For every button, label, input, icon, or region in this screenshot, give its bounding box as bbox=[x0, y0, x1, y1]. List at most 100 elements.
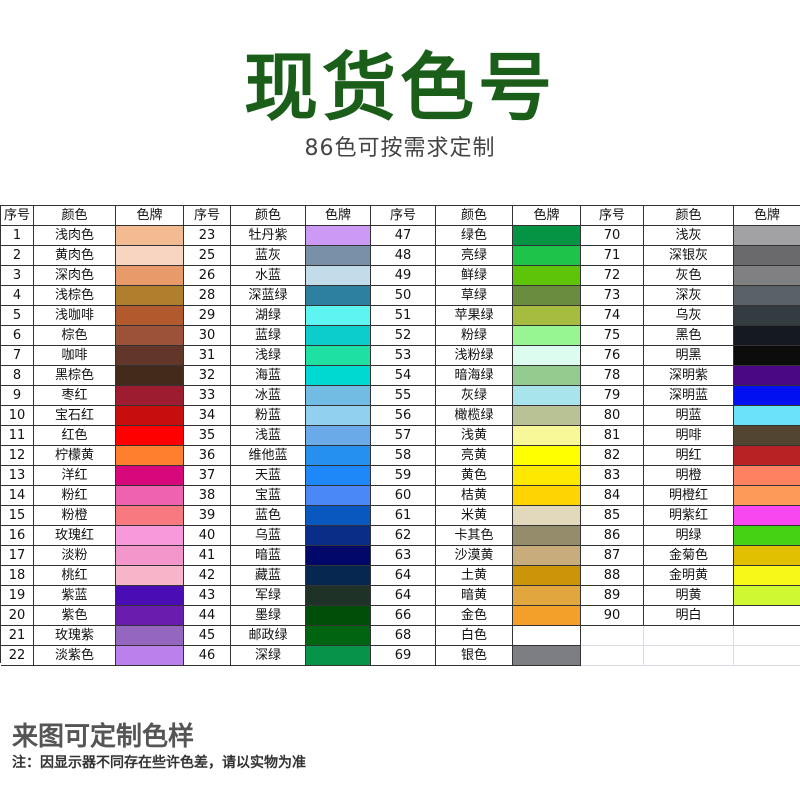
color-name: 深明蓝 bbox=[644, 386, 734, 406]
color-swatch bbox=[306, 566, 371, 586]
color-swatch bbox=[734, 486, 800, 506]
seq-number: 89 bbox=[581, 586, 644, 606]
seq-number: 51 bbox=[371, 306, 436, 326]
color-swatch bbox=[116, 526, 184, 546]
seq-number: 15 bbox=[1, 506, 34, 526]
seq-number: 83 bbox=[581, 466, 644, 486]
seq-number: 13 bbox=[1, 466, 34, 486]
color-swatch bbox=[513, 506, 581, 526]
page-subtitle: 86色可按需求定制 bbox=[304, 136, 496, 161]
swatch-header: 色牌 bbox=[513, 206, 581, 226]
color-name: 明蓝 bbox=[644, 406, 734, 426]
color-name: 金菊色 bbox=[644, 546, 734, 566]
color-swatch bbox=[734, 326, 800, 346]
seq-number: 86 bbox=[581, 526, 644, 546]
color-swatch bbox=[734, 546, 800, 566]
color-swatch bbox=[116, 406, 184, 426]
color-name: 咖啡 bbox=[34, 346, 116, 366]
seq-number: 7 bbox=[1, 346, 34, 366]
color-swatch bbox=[734, 366, 800, 386]
color-name: 冰蓝 bbox=[231, 386, 306, 406]
color-name: 灰色 bbox=[644, 266, 734, 286]
color-swatch bbox=[734, 406, 800, 426]
seq-number: 23 bbox=[184, 226, 231, 246]
color-swatch bbox=[734, 246, 800, 266]
name-header: 颜色 bbox=[436, 206, 513, 226]
seq-number: 38 bbox=[184, 486, 231, 506]
color-name: 浅绿 bbox=[231, 346, 306, 366]
color-name: 苹果绿 bbox=[436, 306, 513, 326]
color-swatch bbox=[734, 606, 800, 626]
color-name: 明绿 bbox=[644, 526, 734, 546]
color-swatch bbox=[116, 426, 184, 446]
seq-number: 69 bbox=[371, 646, 436, 666]
color-name: 玫瑰紫 bbox=[34, 626, 116, 646]
color-name: 米黄 bbox=[436, 506, 513, 526]
seq-number: 68 bbox=[371, 626, 436, 646]
seq-number: 25 bbox=[184, 246, 231, 266]
color-table: 序号 颜色 色牌 1 浅肉色 2 黄肉色 3 深肉色 4 浅棕色 5 浅咖啡 6 棕色 7 咖啡 8 黑棕色 9 枣红 1… bbox=[0, 205, 800, 666]
color-swatch bbox=[116, 466, 184, 486]
seq-number: 56 bbox=[371, 406, 436, 426]
seq-number: 19 bbox=[1, 586, 34, 606]
color-swatch bbox=[513, 526, 581, 546]
seq-number: 85 bbox=[581, 506, 644, 526]
color-name: 明橙 bbox=[644, 466, 734, 486]
seq-number: 75 bbox=[581, 326, 644, 346]
empty-cell bbox=[581, 626, 644, 646]
color-name: 粉橙 bbox=[34, 506, 116, 526]
seq-number: 29 bbox=[184, 306, 231, 326]
color-swatch bbox=[116, 246, 184, 266]
seq-number: 43 bbox=[184, 586, 231, 606]
page-title: 现货色号 bbox=[244, 45, 556, 131]
seq-number: 4 bbox=[1, 286, 34, 306]
seq-number: 21 bbox=[1, 626, 34, 646]
color-swatch bbox=[306, 266, 371, 286]
color-name: 明橙红 bbox=[644, 486, 734, 506]
color-swatch bbox=[306, 506, 371, 526]
color-swatch bbox=[116, 646, 184, 666]
color-name: 浅黄 bbox=[436, 426, 513, 446]
color-name: 黄色 bbox=[436, 466, 513, 486]
color-name: 棕色 bbox=[34, 326, 116, 346]
color-name: 宝蓝 bbox=[231, 486, 306, 506]
color-name: 维他蓝 bbox=[231, 446, 306, 466]
color-swatch bbox=[306, 346, 371, 366]
color-swatch bbox=[116, 386, 184, 406]
seq-number: 79 bbox=[581, 386, 644, 406]
color-swatch bbox=[734, 586, 800, 606]
seq-number: 64 bbox=[371, 586, 436, 606]
seq-number: 2 bbox=[1, 246, 34, 266]
color-name: 淡粉 bbox=[34, 546, 116, 566]
color-name: 明白 bbox=[644, 606, 734, 626]
color-swatch bbox=[734, 426, 800, 446]
seq-number: 9 bbox=[1, 386, 34, 406]
color-swatch bbox=[306, 586, 371, 606]
seq-number: 74 bbox=[581, 306, 644, 326]
color-swatch bbox=[306, 606, 371, 626]
color-name: 墨绿 bbox=[231, 606, 306, 626]
seq-number: 28 bbox=[184, 286, 231, 306]
color-swatch bbox=[513, 386, 581, 406]
color-swatch bbox=[513, 366, 581, 386]
color-swatch bbox=[734, 506, 800, 526]
seq-header: 序号 bbox=[581, 206, 644, 226]
color-name: 暗海绿 bbox=[436, 366, 513, 386]
color-name: 白色 bbox=[436, 626, 513, 646]
color-swatch bbox=[513, 426, 581, 446]
color-swatch bbox=[513, 226, 581, 246]
swatch-header: 色牌 bbox=[116, 206, 184, 226]
color-name: 橄榄绿 bbox=[436, 406, 513, 426]
seq-number: 40 bbox=[184, 526, 231, 546]
name-header: 颜色 bbox=[231, 206, 306, 226]
empty-cell bbox=[734, 646, 800, 666]
empty-cell bbox=[581, 646, 644, 666]
color-swatch bbox=[306, 406, 371, 426]
color-name: 乌蓝 bbox=[231, 526, 306, 546]
seq-number: 26 bbox=[184, 266, 231, 286]
seq-number: 66 bbox=[371, 606, 436, 626]
seq-number: 42 bbox=[184, 566, 231, 586]
name-header: 颜色 bbox=[34, 206, 116, 226]
color-name: 黑棕色 bbox=[34, 366, 116, 386]
color-name: 蓝灰 bbox=[231, 246, 306, 266]
